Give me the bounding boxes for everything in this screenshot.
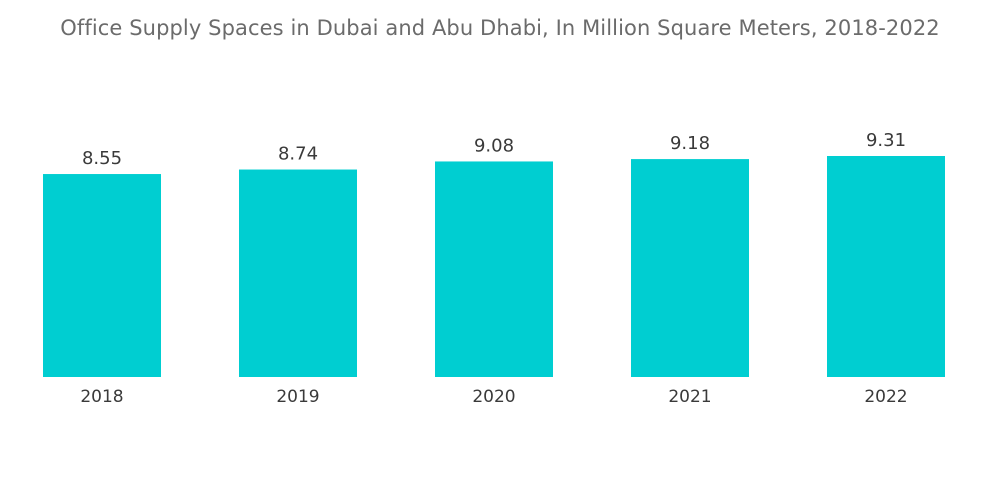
data-label-2022: 9.31 xyxy=(866,130,906,151)
x-tick-label-2019: 2019 xyxy=(276,387,319,407)
bar-2020 xyxy=(435,161,553,377)
bar-2019 xyxy=(239,169,357,377)
x-tick-label-2021: 2021 xyxy=(668,387,711,407)
x-tick-label-2018: 2018 xyxy=(80,387,123,407)
x-tick-label-2022: 2022 xyxy=(864,387,907,407)
data-label-2019: 8.74 xyxy=(278,144,318,165)
data-label-2018: 8.55 xyxy=(82,148,122,169)
bar-2022 xyxy=(827,156,945,377)
chart-title: Office Supply Spaces in Dubai and Abu Dh… xyxy=(60,16,940,40)
bar-2021 xyxy=(631,159,749,377)
bar-2018 xyxy=(43,174,161,377)
data-label-2020: 9.08 xyxy=(474,135,514,156)
x-tick-label-2020: 2020 xyxy=(472,387,515,407)
data-label-2021: 9.18 xyxy=(670,133,710,154)
